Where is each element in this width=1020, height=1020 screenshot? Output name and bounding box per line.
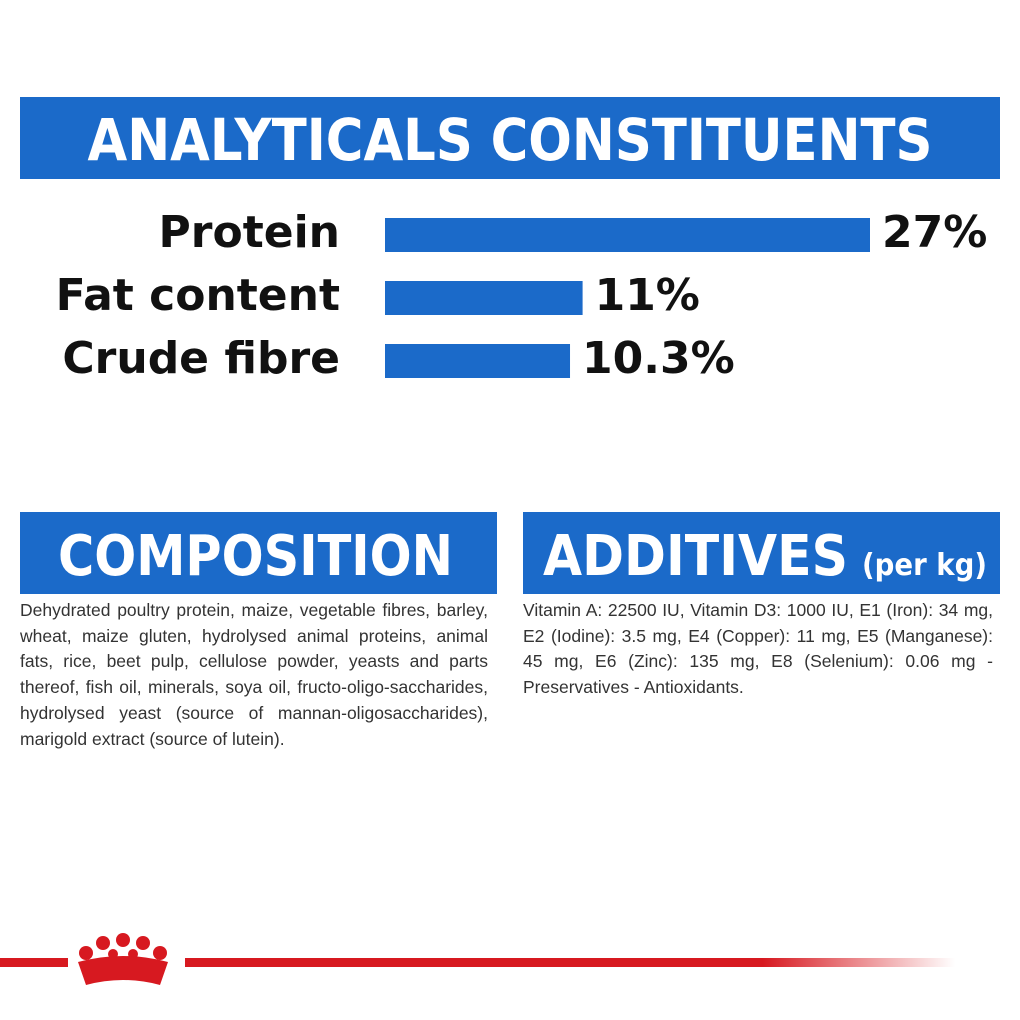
- composition-text: Dehydrated poultry protein, maize, veget…: [20, 600, 488, 749]
- composition-banner: [20, 512, 497, 594]
- bar: [385, 218, 870, 252]
- category-label: Fat content: [56, 270, 340, 321]
- additives-banner: [523, 512, 1000, 594]
- category-label: Crude fibre: [62, 333, 340, 384]
- footer-line: [0, 958, 68, 967]
- bar: [385, 344, 571, 378]
- section-title: COMPOSITION: [58, 524, 453, 589]
- value-label: 11%: [595, 270, 700, 321]
- category-label: Protein: [159, 207, 340, 258]
- logo: [78, 933, 168, 985]
- title-banner: [20, 97, 1000, 179]
- bar: [385, 281, 583, 315]
- unit-label: (per kg): [862, 548, 987, 583]
- footer: [0, 933, 955, 985]
- section-title: ADDITIVES: [543, 524, 848, 589]
- section-title: ANALYTICALS CONSTITUENTS: [88, 106, 933, 174]
- value-label: 10.3%: [582, 333, 735, 384]
- value-label: 27%: [882, 207, 987, 258]
- additives-text: Vitamin A: 22500 IU, Vitamin D3: 1000 IU…: [523, 600, 993, 698]
- footer-line: [185, 958, 955, 967]
